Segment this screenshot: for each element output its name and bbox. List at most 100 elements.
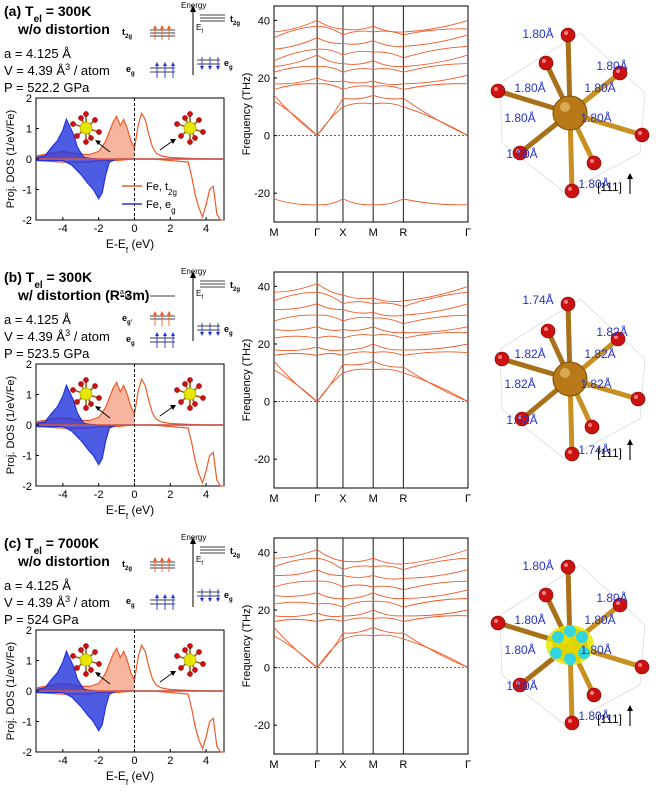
phonon-ytick: 0 xyxy=(264,663,270,675)
phonon-branch xyxy=(273,63,469,73)
o-atom xyxy=(490,615,506,631)
bond-length-label: 1.80Å xyxy=(514,612,545,627)
level-label: eg xyxy=(224,590,233,603)
phonon-branch xyxy=(273,326,469,334)
phonon-branch xyxy=(273,368,469,403)
phonon-frame xyxy=(273,537,469,755)
bond-length-label: 1.80Å xyxy=(580,110,611,125)
dos-ylabel: Proj. DOS (1/eV/Fe) xyxy=(5,376,17,474)
phonon-branch xyxy=(273,351,469,356)
phonon-branch xyxy=(273,343,469,352)
bond-length-label: 1.80Å xyxy=(596,590,627,605)
dos-xtick: 4 xyxy=(203,223,209,235)
phonon-branch xyxy=(273,74,469,86)
isosurface-lobe xyxy=(550,647,562,659)
dos-ytick: 0 xyxy=(26,154,32,166)
level-label: eg xyxy=(126,64,135,77)
phonon-branch xyxy=(273,83,469,90)
energy-level-diagram: Energy Ef t2g eg t2g eg xyxy=(122,533,240,610)
level-label: eg xyxy=(224,324,233,337)
bond-length-label: 1.82Å xyxy=(596,324,627,339)
dos-line-down-eg xyxy=(36,158,224,200)
phonon-branch xyxy=(273,615,469,622)
dos-ylabel: Proj. DOS (1/eV/Fe) xyxy=(5,642,17,740)
dos-line-down-t2g xyxy=(35,158,224,221)
phonon-branch xyxy=(273,94,469,137)
kpoint-label: M xyxy=(369,227,378,239)
kpoint-label: M xyxy=(269,227,278,239)
isosurface-lobe xyxy=(578,647,590,659)
dos-xtick: 0 xyxy=(131,489,137,501)
dos-ytick: 2 xyxy=(26,359,32,371)
energy-level-diagram: Energy Ef t2g eg a1g eg' eg xyxy=(120,267,240,348)
o-atom xyxy=(512,677,528,693)
kpoint-label: Γ xyxy=(465,493,471,505)
kpoint-label: Γ xyxy=(314,493,320,505)
bond-length-label: 1.80Å xyxy=(584,80,615,95)
level-label: t2g xyxy=(230,546,240,559)
kpoint-label: Γ xyxy=(314,759,320,771)
phonon-branch xyxy=(273,569,469,580)
bond-length-label: 1.82Å xyxy=(504,376,535,391)
phonon-ylabel: Frequency (THz) xyxy=(241,605,253,688)
bond-length-label: 1.74Å xyxy=(522,292,553,307)
phonon-branch xyxy=(273,314,469,325)
legend-eg: Fe, eg xyxy=(146,199,176,215)
dos-xtick: 2 xyxy=(167,755,173,767)
dos-ytick: -1 xyxy=(22,451,32,463)
dos-xtick: -2 xyxy=(94,489,104,501)
kpoint-label: Γ xyxy=(314,227,320,239)
phonon-ytick: -20 xyxy=(254,454,270,466)
phonon-branch xyxy=(273,331,469,339)
bond-length-label: 1.74Å xyxy=(578,442,609,457)
bond-length-label: 1.80Å xyxy=(504,110,535,125)
level-label: eg' xyxy=(122,313,133,326)
phonon-ytick: 0 xyxy=(264,131,270,143)
bond-length-label: 1.80Å xyxy=(580,642,611,657)
phonon-chart: -20 0 20 40 M Γ X M R Γ Frequency (THz) xyxy=(241,271,471,505)
bond-length-label: 1.80Å xyxy=(514,80,545,95)
panel-subtitle: w/o distortion xyxy=(17,553,110,569)
lattice-param: a = 4.125 Å xyxy=(4,578,71,593)
volume: V = 4.39 Å3 / atom xyxy=(4,594,110,610)
dos-ytick: -2 xyxy=(22,481,32,493)
o-atom xyxy=(564,446,580,462)
phonon-ytick: 0 xyxy=(264,397,270,409)
phonon-chart: -20 0 20 40 M Γ X M R Γ Frequency (THz) xyxy=(241,537,471,771)
dos-ytick: -2 xyxy=(22,747,32,759)
dos-xlabel: E-Ef (eV) xyxy=(106,237,154,255)
phonon-branch xyxy=(273,557,469,571)
phonon-frame xyxy=(273,5,469,223)
phonon-branch xyxy=(273,626,469,669)
dos-fill-down-eg xyxy=(36,159,135,199)
phonon-branch xyxy=(273,303,469,317)
o-atom xyxy=(586,155,602,171)
o-atom xyxy=(560,27,576,43)
o-atom xyxy=(630,391,646,407)
panel-subtitle: w/o distortion xyxy=(17,21,110,37)
kpoint-label: R xyxy=(399,227,407,239)
o-atom xyxy=(584,419,600,435)
o-atom xyxy=(560,296,576,312)
kpoint-label: Γ xyxy=(465,759,471,771)
phonon-ytick: 20 xyxy=(258,605,270,617)
level-label: eg xyxy=(126,596,135,609)
o-atom xyxy=(564,715,580,731)
dos-ylabel: Proj. DOS (1/eV/Fe) xyxy=(5,110,17,208)
fe-octahedron: 1.80Å 1.80Å 1.80Å 1.80Å 1.80Å 1.80Å 1.80Å 1.80Å… xyxy=(490,558,650,731)
bond-length-label: 1.80Å xyxy=(584,612,615,627)
fermi-label: Ef xyxy=(196,555,203,567)
dos-xtick: -4 xyxy=(58,223,68,235)
phonon-ytick: 40 xyxy=(258,281,270,293)
dos-inset-structures xyxy=(70,643,206,685)
dos-ytick: 1 xyxy=(26,390,32,402)
dos-legend: Fe, t2g Fe, eg xyxy=(122,181,177,215)
o-atom xyxy=(634,127,650,143)
axis-label: [111] xyxy=(597,712,622,726)
phonon-branch xyxy=(273,19,469,33)
phonon-branch xyxy=(273,291,469,308)
kpoint-label: M xyxy=(269,493,278,505)
